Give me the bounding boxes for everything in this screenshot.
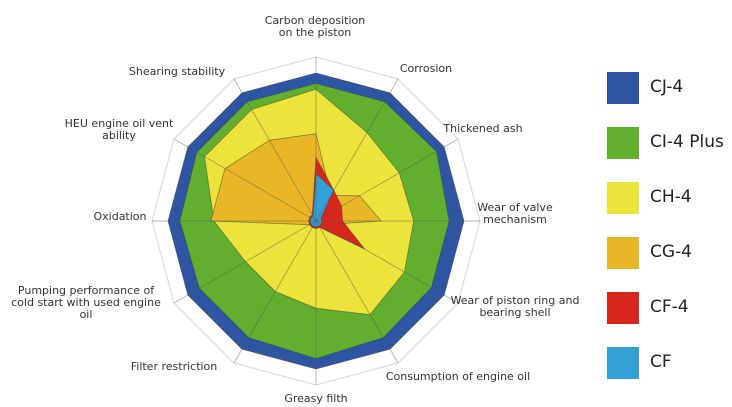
legend-label-cf-4: CF-4 bbox=[650, 297, 689, 317]
legend-label-ch-4: CH-4 bbox=[650, 187, 692, 207]
axis-label: Greasy filth bbox=[284, 392, 347, 405]
axis-label: Filter restriction bbox=[131, 360, 218, 373]
radar-chart: Carbon deposition on the piston Corrosion T… bbox=[11, 14, 579, 405]
legend-item-cj-4: CJ-4 bbox=[607, 72, 732, 127]
legend-item-cf-4: CF-4 bbox=[607, 292, 732, 347]
legend-label-cf: CF bbox=[650, 352, 672, 372]
legend-swatch-cf bbox=[607, 347, 639, 379]
axis-label: Pumping performance of cold start with us… bbox=[11, 284, 161, 321]
chart-legend: CJ-4 CI-4 Plus CH-4 CG-4 CF-4 CF bbox=[607, 72, 732, 402]
radar-spoke bbox=[315, 138, 459, 222]
radar-spoke bbox=[315, 78, 399, 222]
axis-label: Shearing stability bbox=[129, 65, 226, 78]
radar-spoke bbox=[173, 138, 317, 222]
legend-label-cj-4: CJ-4 bbox=[650, 77, 684, 97]
radar-spoke bbox=[173, 220, 317, 304]
legend-swatch-cj-4 bbox=[607, 72, 639, 104]
axis-label: Wear of valve mechanism bbox=[477, 201, 553, 226]
radar-axis-labels: Carbon deposition on the piston Corrosion T… bbox=[11, 14, 579, 405]
axis-label: Wear of piston ring and bearing shell bbox=[451, 294, 580, 319]
radar-spoke bbox=[233, 220, 317, 364]
axis-label: Consumption of engine oil bbox=[386, 370, 530, 383]
legend-swatch-cf-4 bbox=[607, 292, 639, 324]
axis-label: Oxidation bbox=[93, 210, 146, 223]
legend-item-cg-4: CG-4 bbox=[607, 237, 732, 292]
legend-item-cf: CF bbox=[607, 347, 732, 402]
axis-label: HEU engine oil vent ability bbox=[65, 117, 174, 142]
radar-spoke bbox=[315, 220, 459, 304]
legend-item-ch-4: CH-4 bbox=[607, 182, 732, 237]
radar-spokes bbox=[152, 57, 480, 385]
axis-label: Thickened ash bbox=[442, 122, 522, 135]
legend-swatch-ch-4 bbox=[607, 182, 639, 214]
legend-label-cg-4: CG-4 bbox=[650, 242, 692, 262]
legend-swatch-cg-4 bbox=[607, 237, 639, 269]
radar-spoke bbox=[233, 78, 317, 222]
radar-spoke bbox=[315, 220, 399, 364]
legend-item-ci-4-plus: CI-4 Plus bbox=[607, 127, 732, 182]
legend-label-ci-4-plus: CI-4 Plus bbox=[650, 132, 724, 152]
axis-label: Corrosion bbox=[400, 62, 452, 75]
legend-swatch-ci-4-plus bbox=[607, 127, 639, 159]
axis-label: Carbon deposition on the piston bbox=[265, 14, 365, 39]
